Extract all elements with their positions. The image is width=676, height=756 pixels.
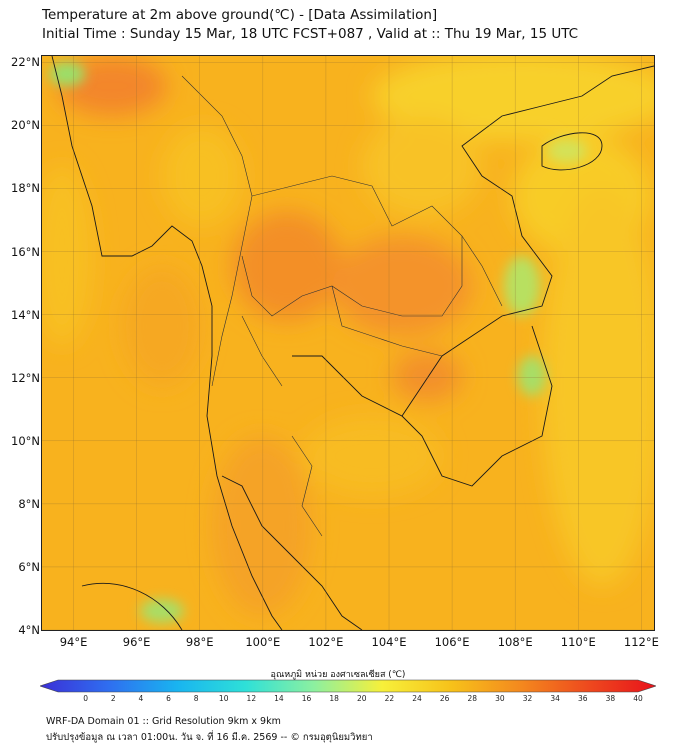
longitude-label: 94°E — [59, 635, 88, 649]
footer-domain-info: WRF-DA Domain 01 :: Grid Resolution 9km … — [46, 716, 281, 727]
colorbar-tick-label: 16 — [301, 694, 312, 703]
map-subtitle: Initial Time : Sunday 15 Mar, 18 UTC FCS… — [42, 26, 579, 42]
temperature-map — [41, 55, 655, 631]
colorbar-tick-label: 34 — [550, 694, 560, 703]
colorbar-tick-label: 26 — [439, 694, 450, 703]
latitude-label: 10°N — [11, 433, 40, 448]
latitude-label: 14°N — [11, 307, 40, 322]
latitude-label: 18°N — [11, 181, 40, 196]
latitude-label: 20°N — [11, 118, 40, 133]
latitude-label: 22°N — [11, 55, 40, 70]
country-borders — [181, 75, 503, 537]
latitude-label: 4°N — [18, 623, 40, 637]
longitude-label: 104°E — [371, 635, 407, 649]
colorbar-tick-label: 2 — [110, 694, 116, 703]
colorbar-bar — [40, 679, 656, 693]
colorbar-tick-label: 18 — [329, 694, 339, 703]
colorbar-tick-label: 12 — [246, 694, 257, 703]
longitude-label: 96°E — [122, 635, 151, 649]
map-canvas — [42, 56, 654, 630]
latitude-label: 6°N — [18, 559, 40, 574]
footer-update-info: ปรับปรุงข้อมูล ณ เวลา 01:00น. วัน จ. ที่… — [46, 732, 373, 743]
longitude-label: 102°E — [308, 635, 344, 649]
longitude-label: 98°E — [185, 635, 214, 649]
colorbar-tick-label: 0 — [83, 694, 88, 703]
longitude-label: 100°E — [245, 635, 281, 649]
latitude-label: 12°N — [11, 370, 40, 385]
colorbar-tick-label: 28 — [467, 694, 478, 703]
longitude-label: 108°E — [497, 635, 533, 649]
coastlines — [51, 56, 654, 630]
map-title: Temperature at 2m above ground(℃) - [Dat… — [42, 7, 438, 23]
colorbar-tick-label: 6 — [166, 694, 171, 703]
colorbar-title: อุณหภูมิ หน่วย องศาเซลเซียส (℃) — [270, 670, 406, 680]
colorbar-tick-label: 32 — [522, 694, 533, 703]
colorbar-tick-label: 14 — [274, 694, 284, 703]
colorbar-tick-label: 20 — [357, 694, 367, 703]
graticule — [42, 56, 654, 630]
longitude-label: 112°E — [623, 635, 659, 649]
colorbar-tick-label: 10 — [218, 694, 229, 703]
colorbar — [40, 679, 656, 693]
colorbar-tick-label: 40 — [633, 694, 643, 703]
temperature-field-shading — [42, 56, 654, 616]
cool-spots — [49, 62, 587, 623]
latitude-label: 8°N — [18, 496, 40, 511]
longitude-label: 106°E — [434, 635, 470, 649]
colorbar-tick-label: 22 — [384, 694, 395, 703]
colorbar-tick-label: 24 — [412, 694, 422, 703]
colorbar-tick-label: 8 — [193, 694, 199, 703]
latitude-label: 16°N — [11, 244, 40, 259]
longitude-label: 110°E — [560, 635, 596, 649]
colorbar-tick-label: 36 — [577, 694, 588, 703]
colorbar-tick-label: 38 — [605, 694, 616, 703]
colorbar-tick-label: 4 — [138, 694, 144, 703]
colorbar-tick-label: 30 — [495, 694, 505, 703]
